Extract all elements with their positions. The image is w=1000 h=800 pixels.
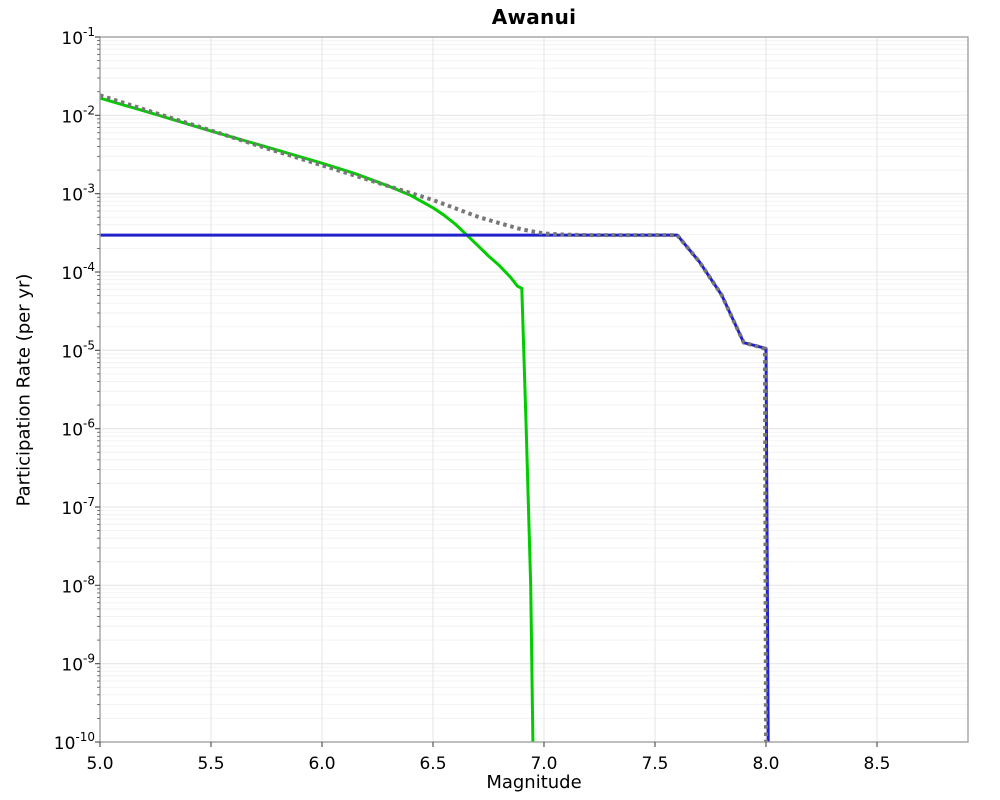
x-axis-label: Magnitude	[486, 772, 582, 793]
x-tick-label: 5.0	[86, 754, 113, 774]
y-tick-label: 10-7	[61, 495, 95, 519]
y-tick-label: 10-4	[61, 260, 95, 284]
y-tick-label: 10-6	[61, 417, 95, 441]
y-tick-label: 10-8	[61, 573, 95, 597]
y-axis-label: Participation Rate (per yr)	[13, 273, 35, 507]
series-blue-solid-curve	[100, 233, 770, 743]
chart-title: Awanui	[491, 5, 577, 29]
x-tick-label: 7.5	[641, 754, 668, 774]
series-layer	[99, 93, 770, 743]
x-tick-label: 7.0	[530, 754, 557, 774]
grid-layer	[100, 37, 968, 742]
y-tick-label: 10-10	[54, 730, 95, 754]
x-tick-label: 8.5	[863, 754, 890, 774]
series-green-solid-curve	[99, 96, 535, 743]
y-tick-label: 10-9	[61, 652, 95, 676]
x-tick-label: 6.0	[308, 754, 335, 774]
y-tick-label: 10-3	[61, 182, 95, 206]
axis-ticks-and-labels: 5.0 5.5 6.0 6.5 7.0 7.5 8.0 8.5 10-1 10-2 10-3 10-4…	[54, 25, 891, 774]
y-tick-label: 10-5	[61, 338, 95, 362]
plot-frame	[99, 36, 969, 743]
y-tick-label: 10-1	[61, 25, 95, 49]
series-gray-dotted-curve	[99, 93, 768, 743]
y-tick-label: 10-2	[61, 103, 95, 127]
x-tick-label: 5.5	[197, 754, 224, 774]
x-tick-label: 8.0	[752, 754, 779, 774]
x-tick-label: 6.5	[419, 754, 446, 774]
